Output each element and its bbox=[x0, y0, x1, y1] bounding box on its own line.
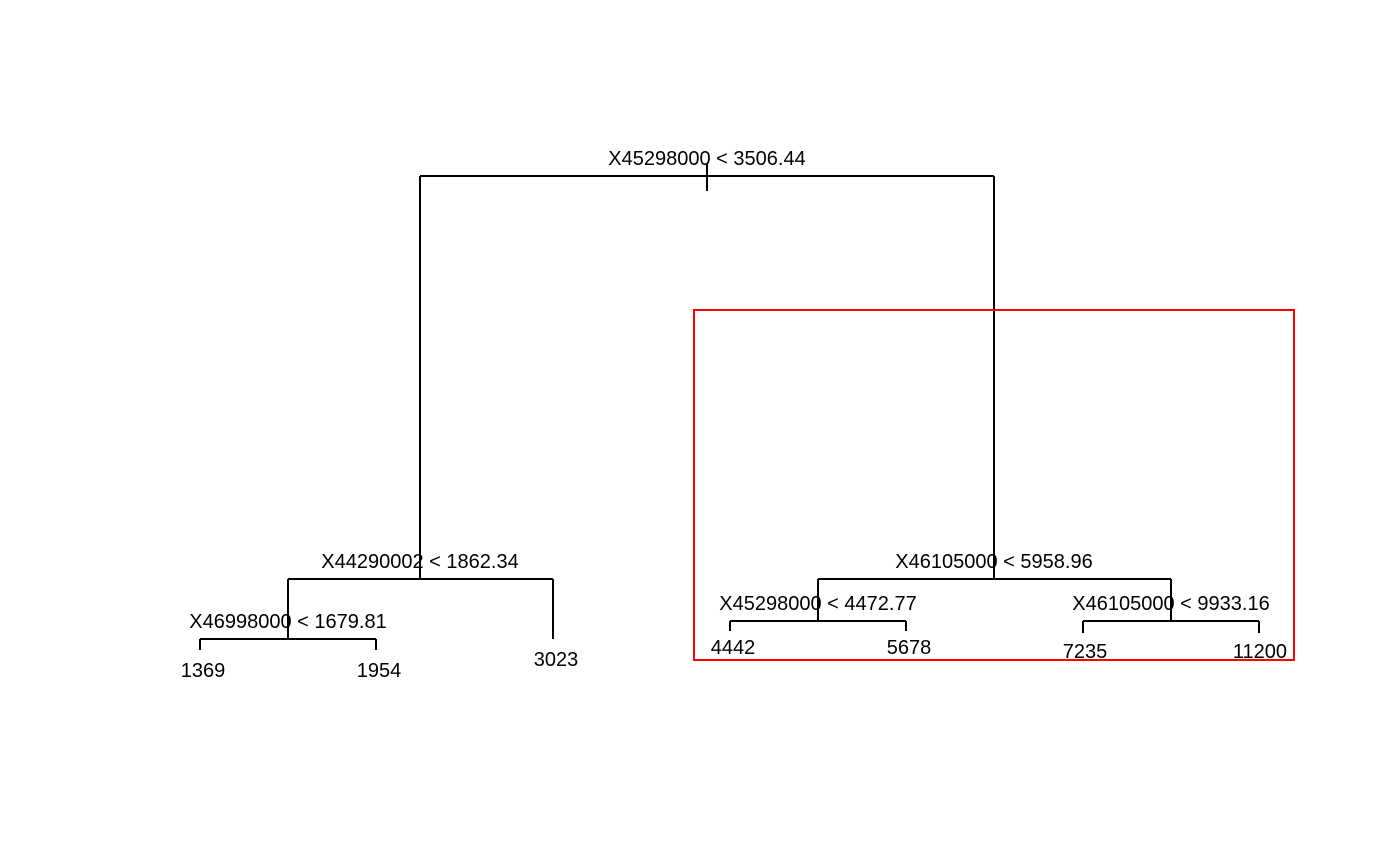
right-split-label: X46105000 < 5958.96 bbox=[895, 551, 1092, 573]
root-split-label: X45298000 < 3506.44 bbox=[608, 148, 805, 170]
leaf-value: 5678 bbox=[887, 637, 932, 659]
left-left-split-label: X46998000 < 1679.81 bbox=[189, 611, 386, 633]
leaf-value: 4442 bbox=[711, 637, 756, 659]
leaf-value: 1954 bbox=[357, 660, 402, 682]
right-left-split-label: X45298000 < 4472.77 bbox=[719, 593, 916, 615]
leaf-value: 7235 bbox=[1063, 641, 1108, 663]
left-split-label: X44290002 < 1862.34 bbox=[321, 551, 518, 573]
leaf-value: 11200 bbox=[1233, 641, 1287, 663]
leaf-value: 3023 bbox=[534, 649, 579, 671]
right-right-split-label: X46105000 < 9933.16 bbox=[1072, 593, 1269, 615]
leaf-value: 1369 bbox=[181, 660, 226, 682]
highlight-box bbox=[693, 309, 1295, 661]
